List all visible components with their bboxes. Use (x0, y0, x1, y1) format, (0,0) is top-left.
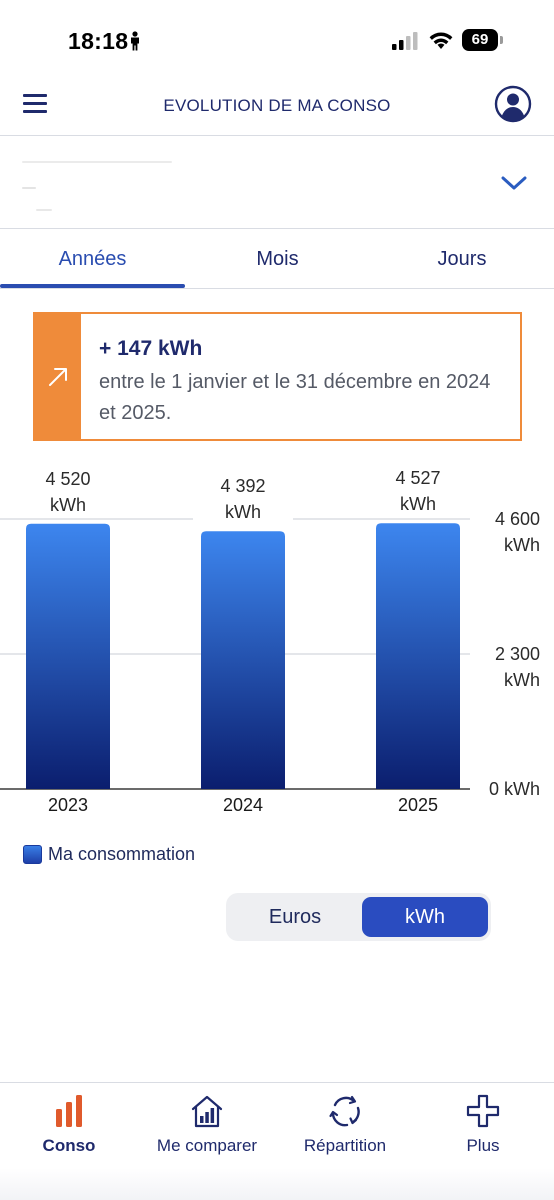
y-tick-label: 2 300 kWh (494, 644, 540, 690)
battery-icon: 69 (462, 29, 504, 51)
nav-item-conso[interactable]: Conso (0, 1083, 138, 1173)
hamburger-menu-icon[interactable] (23, 94, 47, 114)
consumption-bar-chart: 4 600 kWh 2 300 kWh 0 kWh 4 520 kWh 2023 4 392 kW… (0, 455, 554, 825)
nav-label-me-comparer: Me comparer (156, 1136, 258, 1155)
bar-chart-icon (56, 1095, 82, 1127)
house-chart-icon (191, 1095, 223, 1128)
unit-option-kwh[interactable]: kWh (362, 897, 488, 937)
tab-jours[interactable]: Jours (437, 248, 487, 270)
y-tick-label: 0 kWh (488, 779, 540, 799)
redacted-text (22, 161, 172, 163)
status-time: 18:18 (68, 28, 129, 54)
unit-toggle: Euros kWh (226, 893, 491, 941)
contract-selector[interactable] (0, 137, 554, 229)
page-title: EVOLUTION DE MA CONSO (163, 96, 391, 115)
cellular-signal-icon (392, 32, 418, 50)
nav-label-repartition: Répartition (303, 1136, 387, 1155)
status-bar: 18:18 69 (0, 0, 554, 80)
battery-level: 69 (462, 29, 498, 51)
redacted-text (36, 209, 52, 211)
user-avatar-icon[interactable] (494, 85, 532, 123)
x-tick-label: 2025 (397, 795, 439, 815)
home-indicator-area (0, 1168, 554, 1200)
x-tick-label: 2023 (47, 795, 89, 815)
info-card-text: entre le 1 janvier et le 31 décembre en … (99, 371, 491, 424)
period-tabs: Années Mois Jours (0, 229, 554, 289)
nav-item-plus[interactable]: Plus (414, 1083, 552, 1173)
chart-canvas (0, 518, 470, 790)
app-header: EVOLUTION DE MA CONSO (0, 80, 554, 136)
nav-label-conso: Conso (42, 1136, 96, 1155)
tab-mois[interactable]: Mois (256, 248, 299, 270)
wifi-icon (429, 32, 453, 49)
nav-label-plus: Plus (466, 1136, 500, 1155)
bar-value-label: 4 392 kWh (193, 473, 293, 526)
redacted-text (22, 187, 36, 189)
comparison-info-card: + 147 kWh entre le 1 janvier et le 31 dé… (33, 312, 522, 441)
info-card-accent (35, 314, 81, 439)
legend-swatch (23, 845, 42, 864)
plus-icon (466, 1094, 500, 1128)
legend-label: Ma consommation (48, 844, 196, 864)
trend-up-arrow-icon (49, 368, 67, 386)
unit-option-euros[interactable]: Euros (268, 906, 322, 928)
bar-value-label: 4 527 kWh (368, 465, 468, 518)
battery-cap (500, 36, 503, 44)
y-tick-label: 4 600 kWh (494, 509, 540, 555)
bar-2025[interactable] (376, 523, 460, 789)
active-tab-indicator (0, 284, 185, 288)
nav-item-repartition[interactable]: Répartition (276, 1083, 414, 1173)
bar-2023[interactable] (26, 523, 110, 789)
bar-value-label: 4 520 kWh (18, 465, 118, 518)
chevron-down-icon[interactable] (500, 175, 528, 193)
bar-2024[interactable] (201, 531, 285, 789)
nav-item-me-comparer[interactable]: Me comparer (138, 1083, 276, 1173)
refresh-cycle-icon (329, 1095, 360, 1127)
tab-annees[interactable]: Années (58, 248, 127, 270)
x-tick-label: 2024 (222, 795, 264, 815)
info-card-title: + 147 kWh (99, 337, 203, 360)
person-icon (131, 31, 139, 51)
